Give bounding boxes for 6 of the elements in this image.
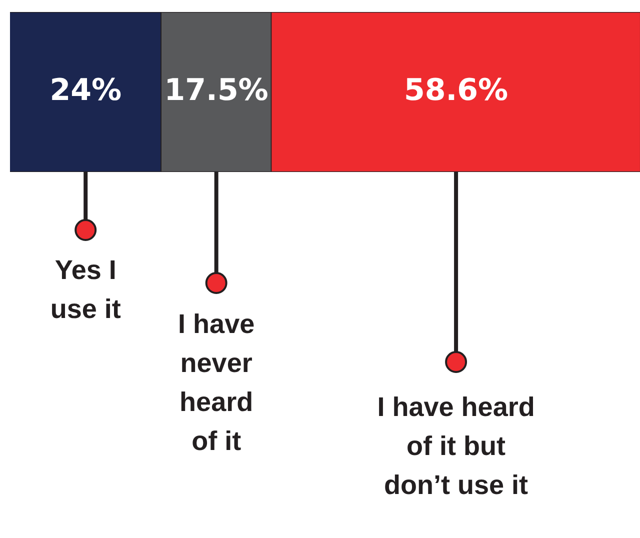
text: I have heard of it but don’t use it — [377, 392, 535, 500]
data-label: 24% — [50, 72, 122, 108]
data-label: 17.5% — [164, 72, 268, 108]
text: I have never heard of it — [178, 308, 255, 456]
data-label: 58.6% — [404, 72, 508, 108]
text: Yes I use it — [50, 254, 121, 324]
